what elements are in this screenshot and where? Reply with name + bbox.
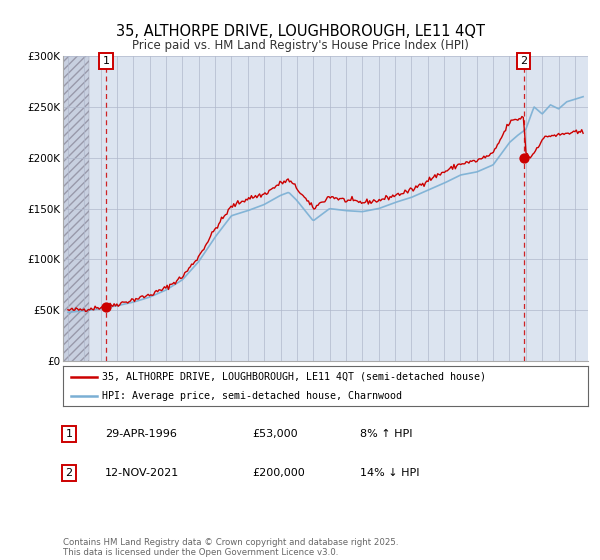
Text: 29-APR-1996: 29-APR-1996 [105, 429, 177, 439]
Text: £200,000: £200,000 [252, 468, 305, 478]
Text: Price paid vs. HM Land Registry's House Price Index (HPI): Price paid vs. HM Land Registry's House … [131, 39, 469, 52]
Text: 2: 2 [520, 56, 527, 66]
Point [519, 153, 529, 162]
Text: 1: 1 [103, 56, 110, 66]
Bar [63, 56, 89, 361]
Text: 12-NOV-2021: 12-NOV-2021 [105, 468, 179, 478]
Text: £53,000: £53,000 [252, 429, 298, 439]
Text: 35, ALTHORPE DRIVE, LOUGHBOROUGH, LE11 4QT (semi-detached house): 35, ALTHORPE DRIVE, LOUGHBOROUGH, LE11 4… [103, 372, 487, 382]
Text: 35, ALTHORPE DRIVE, LOUGHBOROUGH, LE11 4QT: 35, ALTHORPE DRIVE, LOUGHBOROUGH, LE11 4… [115, 24, 485, 39]
Text: 8% ↑ HPI: 8% ↑ HPI [360, 429, 413, 439]
Text: 1: 1 [65, 429, 73, 439]
Text: HPI: Average price, semi-detached house, Charnwood: HPI: Average price, semi-detached house,… [103, 391, 403, 401]
Text: 2: 2 [65, 468, 73, 478]
Text: Contains HM Land Registry data © Crown copyright and database right 2025.
This d: Contains HM Land Registry data © Crown c… [63, 538, 398, 557]
Point [101, 303, 111, 312]
Text: 14% ↓ HPI: 14% ↓ HPI [360, 468, 419, 478]
